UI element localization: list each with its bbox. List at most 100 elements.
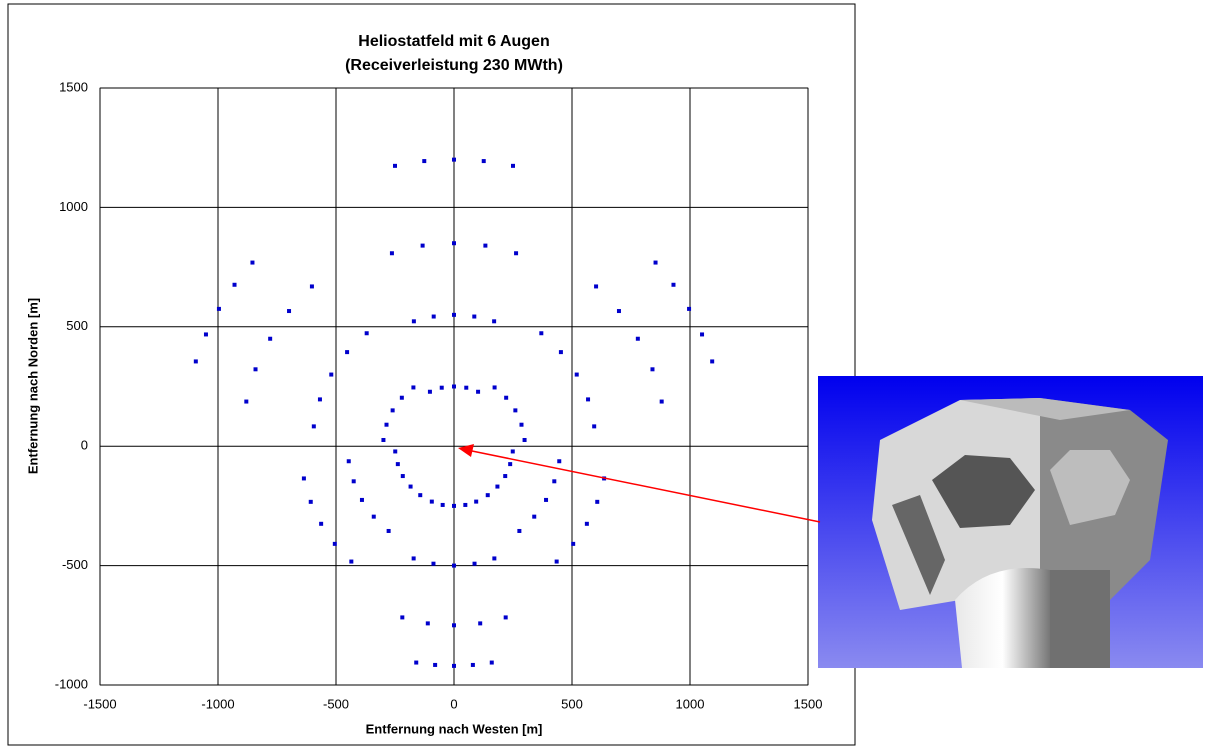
heliostat-point bbox=[452, 564, 456, 568]
heliostat-point bbox=[486, 493, 490, 497]
heliostat-point bbox=[390, 251, 394, 255]
heliostat-point bbox=[396, 462, 400, 466]
heliostat-point bbox=[687, 307, 691, 311]
heliostat-point bbox=[428, 390, 432, 394]
heliostat-point bbox=[514, 251, 518, 255]
heliostat-point bbox=[495, 485, 499, 489]
chart-frame bbox=[8, 4, 855, 745]
heliostat-point bbox=[464, 386, 468, 390]
heliostat-point bbox=[452, 664, 456, 668]
heliostat-point bbox=[478, 621, 482, 625]
heliostat-point bbox=[471, 663, 475, 667]
x-tick-label: 0 bbox=[450, 696, 457, 711]
heliostat-point bbox=[504, 396, 508, 400]
heliostat-point bbox=[433, 663, 437, 667]
heliostat-point bbox=[329, 373, 333, 377]
heliostat-point bbox=[372, 515, 376, 519]
heliostat-point bbox=[473, 562, 477, 566]
receiver-image bbox=[818, 376, 1203, 668]
heliostat-point bbox=[352, 479, 356, 483]
x-tick-label: 1500 bbox=[794, 696, 823, 711]
heliostat-point bbox=[463, 503, 467, 507]
heliostat-point bbox=[349, 560, 353, 564]
y-tick-label: 1500 bbox=[59, 79, 88, 94]
heliostat-point bbox=[539, 331, 543, 335]
heliostat-point bbox=[490, 661, 494, 665]
heliostat-point bbox=[426, 621, 430, 625]
heliostat-point bbox=[347, 459, 351, 463]
heliostat-point bbox=[385, 423, 389, 427]
heliostat-point bbox=[452, 158, 456, 162]
heliostat-point bbox=[617, 309, 621, 313]
y-tick-label: 1000 bbox=[59, 199, 88, 214]
y-tick-label: -500 bbox=[62, 557, 88, 572]
heliostat-point bbox=[319, 522, 323, 526]
heliostat-point bbox=[421, 244, 425, 248]
heliostat-point bbox=[309, 500, 313, 504]
heliostat-point bbox=[393, 449, 397, 453]
y-tick-label: 0 bbox=[81, 438, 88, 453]
heliostat-point bbox=[318, 397, 322, 401]
x-tick-label: 1000 bbox=[676, 696, 705, 711]
heliostat-point bbox=[381, 438, 385, 442]
heliostat-point bbox=[571, 542, 575, 546]
heliostat-point bbox=[511, 164, 515, 168]
y-tick-label: -1000 bbox=[55, 676, 88, 691]
heliostat-point bbox=[492, 319, 496, 323]
heliostat-point bbox=[422, 159, 426, 163]
heliostat-point bbox=[532, 515, 536, 519]
heliostat-point bbox=[636, 337, 640, 341]
heliostat-point bbox=[400, 615, 404, 619]
heliostat-point bbox=[710, 359, 714, 363]
heliostat-point bbox=[513, 408, 517, 412]
heliostat-point bbox=[360, 498, 364, 502]
page: Heliostatfeld mit 6 Augen (Receiverleist… bbox=[0, 0, 1206, 749]
heliostat-point bbox=[430, 500, 434, 504]
heliostat-point bbox=[194, 359, 198, 363]
heliostat-point bbox=[555, 560, 559, 564]
heliostat-point bbox=[660, 400, 664, 404]
heliostat-point bbox=[414, 661, 418, 665]
heliostat-point bbox=[452, 313, 456, 317]
heliostat-point bbox=[440, 386, 444, 390]
heliostat-point bbox=[544, 498, 548, 502]
heliostat-point bbox=[592, 424, 596, 428]
heliostat-point bbox=[594, 284, 598, 288]
heliostat-point bbox=[441, 503, 445, 507]
heliostat-point bbox=[559, 350, 563, 354]
heliostat-point bbox=[287, 309, 291, 313]
heliostat-point bbox=[595, 500, 599, 504]
x-axis-label: Entfernung nach Westen [m] bbox=[366, 721, 543, 736]
heliostat-point bbox=[586, 397, 590, 401]
heliostat-point bbox=[431, 562, 435, 566]
heliostat-point bbox=[250, 261, 254, 265]
heliostat-point bbox=[333, 542, 337, 546]
heliostat-point bbox=[418, 493, 422, 497]
chart-subtitle: (Receiverleistung 230 MWth) bbox=[345, 57, 563, 74]
heliostat-point bbox=[409, 485, 413, 489]
heliostat-point bbox=[523, 438, 527, 442]
heliostat-point bbox=[472, 315, 476, 319]
heliostat-point bbox=[452, 241, 456, 245]
heliostat-point bbox=[493, 385, 497, 389]
heliostat-point bbox=[483, 244, 487, 248]
heliostat-point bbox=[474, 500, 478, 504]
x-tick-label: -1500 bbox=[83, 696, 116, 711]
heliostat-point bbox=[312, 424, 316, 428]
heliostat-point bbox=[517, 529, 521, 533]
heliostat-point bbox=[233, 283, 237, 287]
heliostat-point bbox=[452, 385, 456, 389]
y-tick-label: 500 bbox=[66, 318, 88, 333]
heliostat-point bbox=[387, 529, 391, 533]
heliostat-point bbox=[302, 476, 306, 480]
heliostat-point bbox=[700, 332, 704, 336]
x-tick-label: 500 bbox=[561, 696, 583, 711]
heliostat-point bbox=[411, 385, 415, 389]
heliostat-point bbox=[508, 462, 512, 466]
heliostat-point bbox=[575, 373, 579, 377]
heliostat-point bbox=[401, 474, 405, 478]
chart-title: Heliostatfeld mit 6 Augen bbox=[358, 33, 549, 50]
heliostat-point bbox=[511, 449, 515, 453]
heliostat-point bbox=[412, 556, 416, 560]
heliostat-point bbox=[492, 556, 496, 560]
